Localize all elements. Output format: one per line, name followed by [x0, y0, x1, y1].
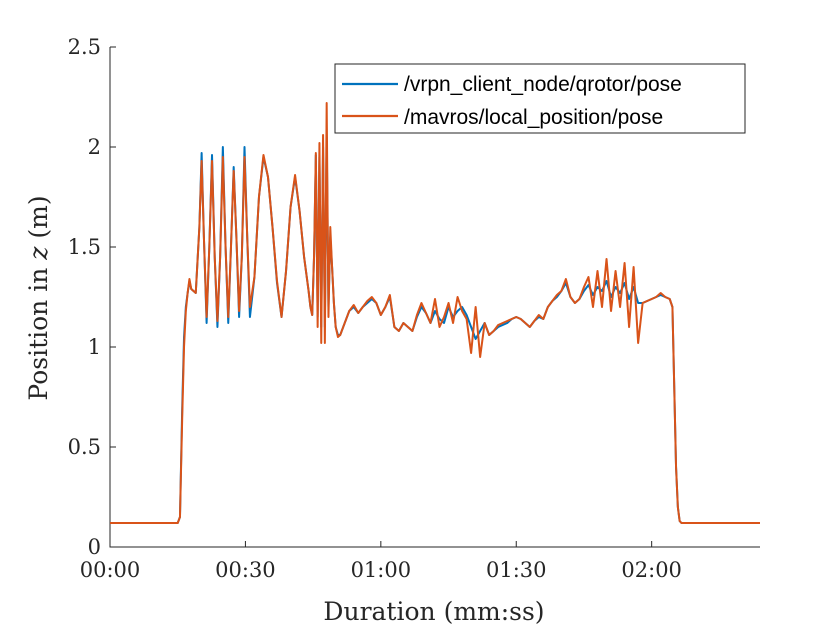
y-axis-label-prefix: Position in — [24, 260, 53, 401]
y-tick-label: 0 — [88, 535, 101, 559]
y-axis-label-variable: z — [24, 246, 53, 261]
y-tick-label: 1 — [88, 335, 101, 359]
y-tick-label: 2.5 — [68, 35, 101, 59]
legend-box — [334, 63, 746, 134]
legend-entry-vrpn: /vrpn_client_node/qrotor/pose — [404, 73, 682, 96]
y-tick-label: 1.5 — [68, 235, 101, 259]
series-line-mavros — [110, 102, 760, 524]
x-tick-label: 01:00 — [351, 558, 412, 582]
y-tick-label: 0.5 — [68, 435, 101, 459]
y-axis-label-suffix: (m) — [24, 195, 53, 246]
legend: /vrpn_client_node/qrotor/pose /mavros/lo… — [334, 63, 746, 134]
x-tick-label: 00:30 — [215, 558, 276, 582]
x-tick-label: 00:00 — [80, 558, 141, 582]
y-tick-label: 2 — [88, 135, 101, 159]
series-lines — [110, 102, 760, 524]
axes — [109, 46, 760, 548]
x-tick-label: 02:00 — [621, 558, 682, 582]
x-tick-label: 01:30 — [486, 558, 547, 582]
legend-entry-mavros: /mavros/local_position/pose — [404, 106, 663, 129]
y-axis-label: Position in z (m) — [24, 195, 53, 400]
series-line-vrpn — [110, 136, 760, 524]
tick-labels: 00:00 00:30 01:00 01:30 02:00 0 0.5 1 1.5 2 2.5 — [68, 35, 682, 582]
x-axis-label: Duration (mm:ss) — [323, 597, 544, 626]
